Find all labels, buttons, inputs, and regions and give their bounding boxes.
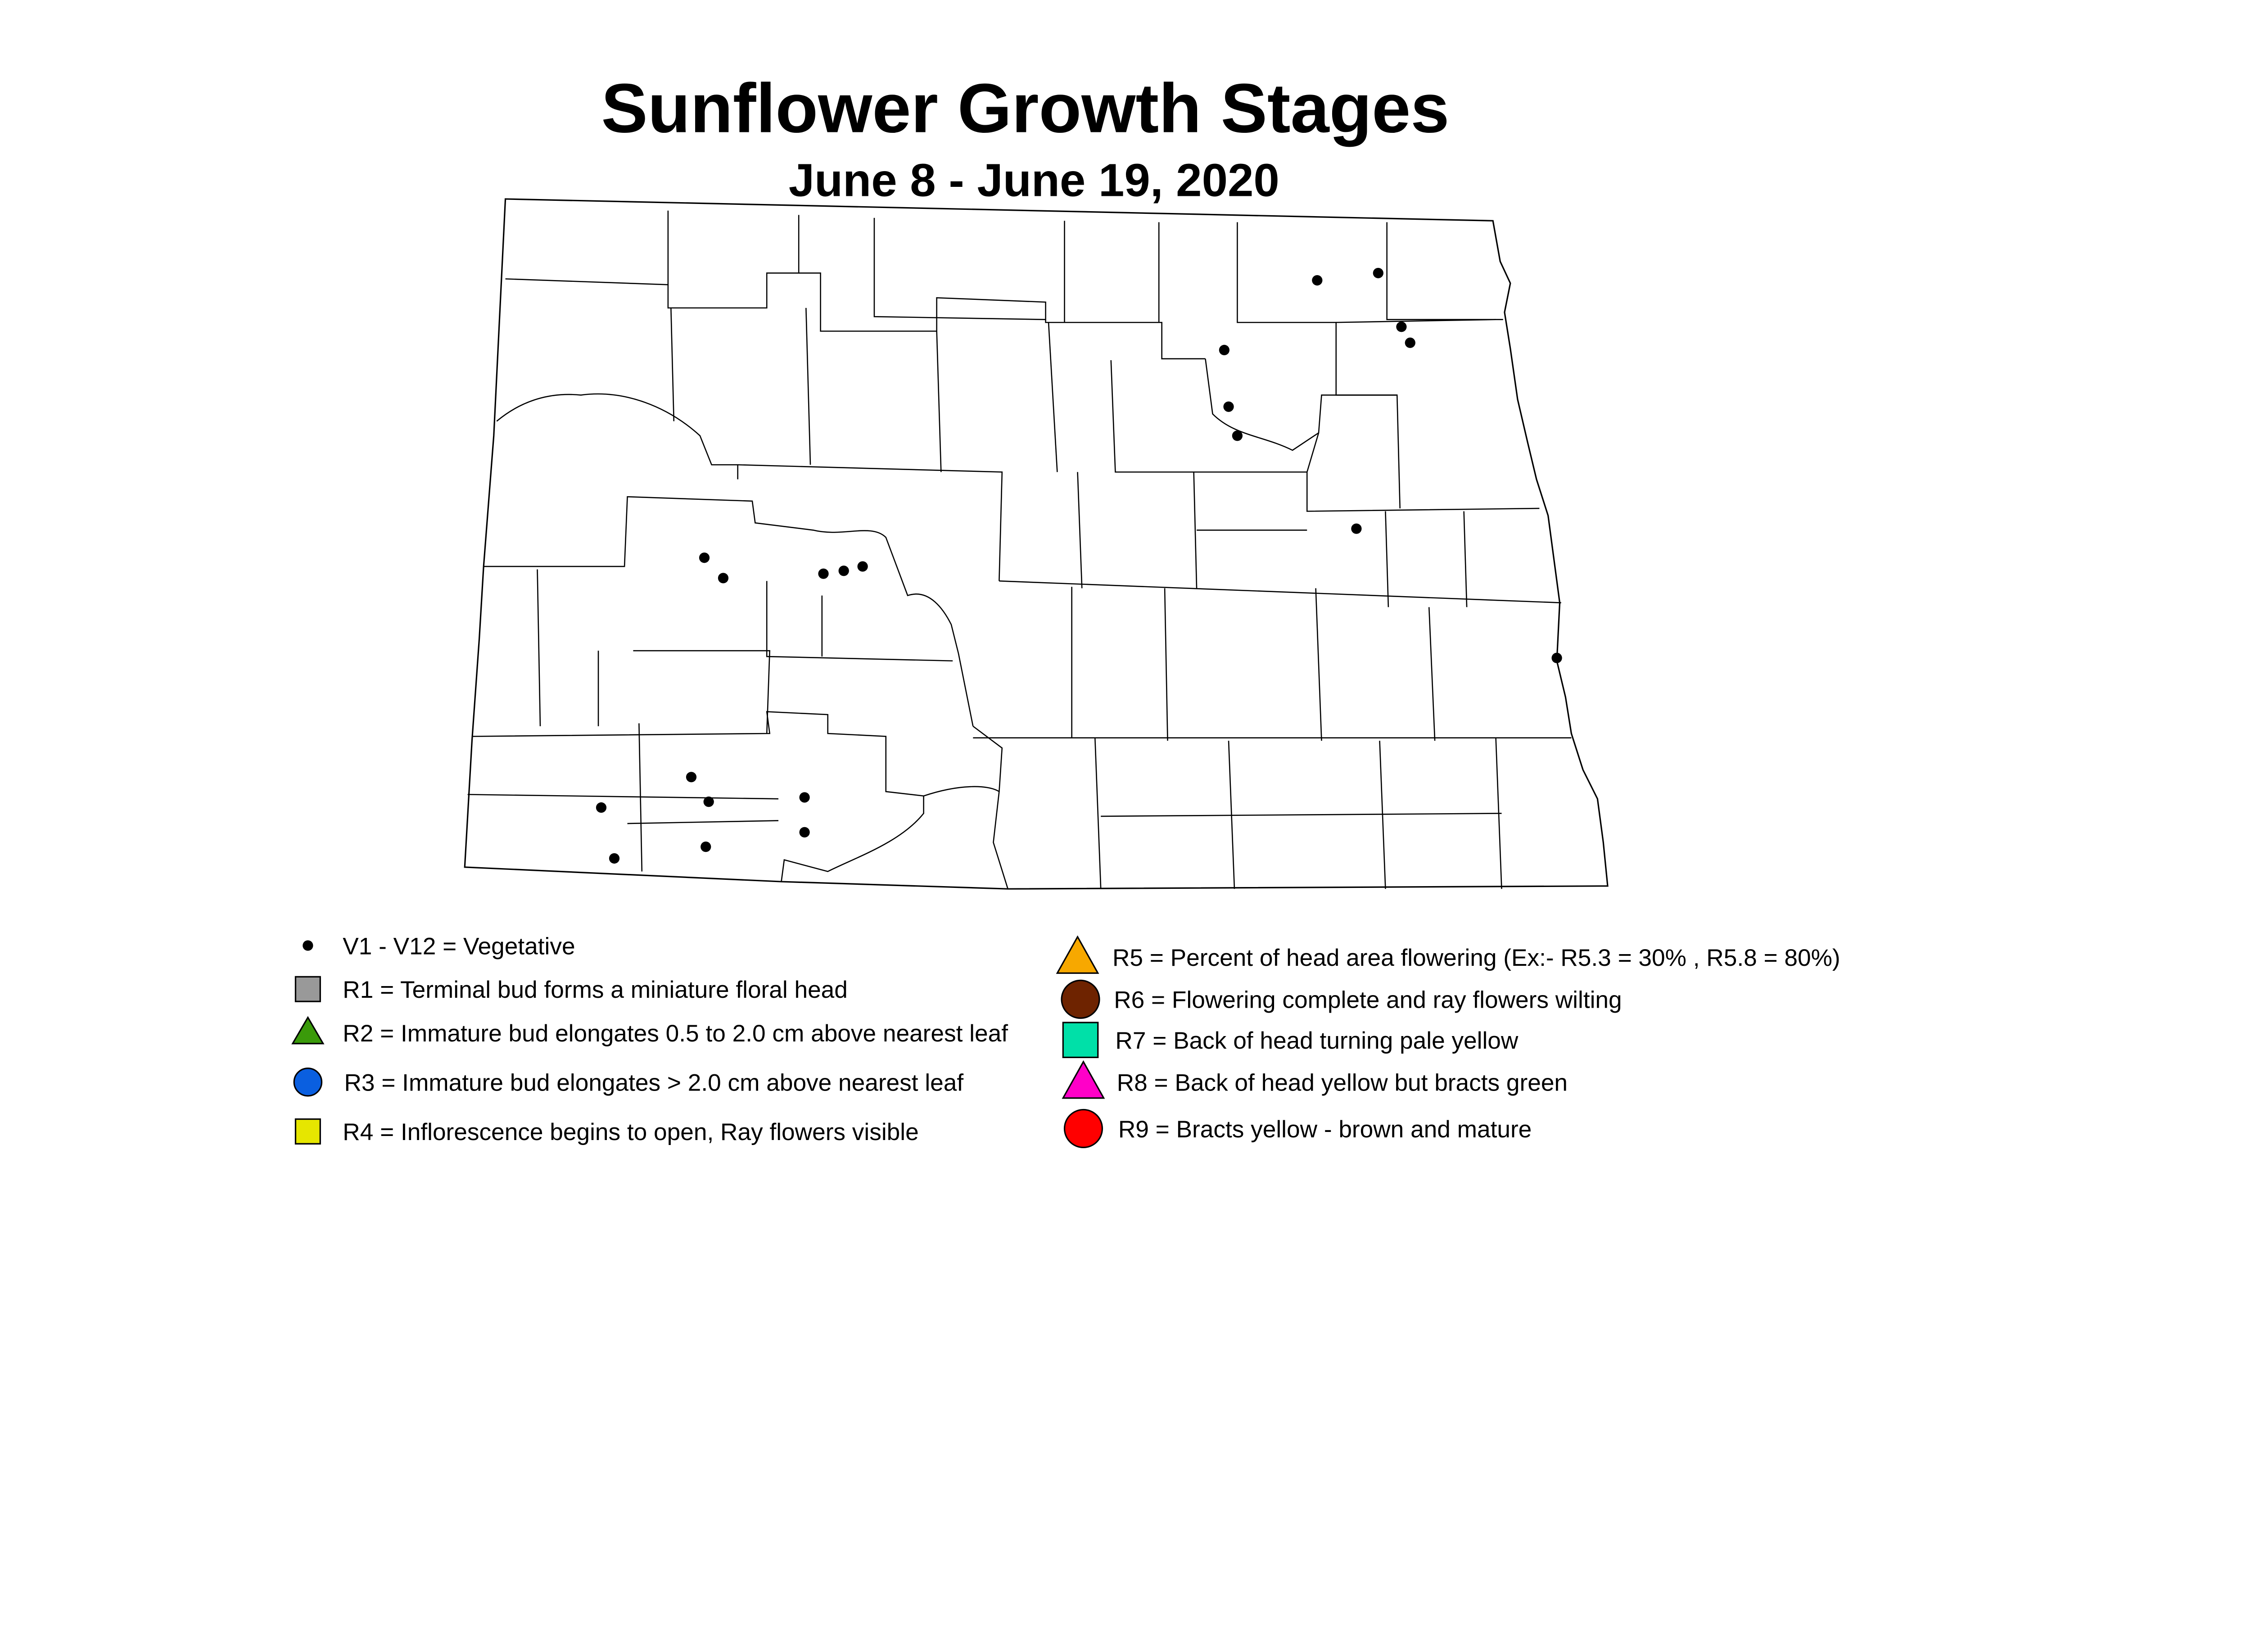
vegetative-point — [718, 573, 729, 584]
circle-icon — [1063, 1109, 1103, 1148]
state-outline — [464, 198, 1609, 890]
vegetative-point — [596, 802, 607, 813]
circle-icon — [293, 1067, 323, 1097]
vegetative-point — [1351, 523, 1362, 534]
vegetative-point — [1373, 267, 1383, 279]
vegetative-point — [609, 853, 620, 864]
county-lines — [467, 210, 1572, 889]
legend-label: R2 = Immature bud elongates 0.5 to 2.0 c… — [343, 1020, 1008, 1047]
legend-item: R9 = Bracts yellow - brown and mature — [1063, 1109, 1532, 1148]
legend-item: V1 - V12 = Vegetative — [303, 933, 575, 960]
vegetative-point — [799, 827, 810, 837]
legend-item: R5 = Percent of head area flowering (Ex:… — [1056, 935, 1840, 974]
legend-label: R4 = Inflorescence begins to open, Ray f… — [343, 1119, 918, 1145]
vegetative-point — [686, 772, 697, 783]
vegetative-point — [1312, 275, 1323, 286]
legend-label: R5 = Percent of head area flowering (Ex:… — [1112, 945, 1840, 971]
legend-item: R7 = Back of head turning pale yellow — [1062, 1022, 1519, 1058]
legend-label: R7 = Back of head turning pale yellow — [1115, 1027, 1518, 1054]
triangle-icon — [291, 1016, 325, 1045]
vegetative-point — [703, 797, 714, 807]
map-title: Sunflower Growth Stages — [601, 69, 1449, 147]
vegetative-point — [818, 568, 829, 579]
dot-icon — [303, 940, 313, 951]
vegetative-point — [1232, 430, 1243, 441]
vegetative-point — [838, 566, 849, 576]
legend-item: R8 = Back of head yellow but bracts gree… — [1062, 1060, 1568, 1099]
map-subtitle: June 8 - June 19, 2020 — [789, 154, 1279, 206]
legend-item: R2 = Immature bud elongates 0.5 to 2.0 c… — [291, 1016, 1008, 1047]
map-figure: Sunflower Growth Stages June 8 - June 19… — [291, 69, 1840, 1148]
triangle-icon — [1062, 1060, 1105, 1099]
north-dakota-map — [464, 198, 1609, 890]
square-icon — [1062, 1022, 1099, 1058]
legend-label: R3 = Immature bud elongates > 2.0 cm abo… — [344, 1070, 964, 1096]
triangle-icon — [1056, 935, 1099, 974]
square-icon — [294, 976, 321, 1002]
vegetative-point — [799, 792, 810, 803]
square-icon — [294, 1118, 321, 1145]
legend-label: V1 - V12 = Vegetative — [343, 933, 575, 960]
circle-icon — [1061, 979, 1100, 1019]
vegetative-point — [1405, 337, 1415, 348]
vegetative-point — [699, 552, 710, 563]
legend-label: R9 = Bracts yellow - brown and mature — [1118, 1116, 1532, 1143]
vegetative-point — [701, 842, 711, 852]
vegetative-point — [857, 561, 868, 572]
vegetative-point — [1551, 652, 1562, 663]
observation-points — [596, 267, 1562, 864]
legend-item: R3 = Immature bud elongates > 2.0 cm abo… — [293, 1067, 964, 1097]
vegetative-point — [1223, 401, 1234, 412]
legend-label: R8 = Back of head yellow but bracts gree… — [1117, 1070, 1568, 1096]
legend-item: R4 = Inflorescence begins to open, Ray f… — [294, 1118, 919, 1145]
legend-item: R1 = Terminal bud forms a miniature flor… — [294, 976, 848, 1003]
legend-label: R6 = Flowering complete and ray flowers … — [1114, 987, 1622, 1014]
vegetative-point — [1219, 344, 1229, 356]
legend-item: R6 = Flowering complete and ray flowers … — [1061, 979, 1622, 1019]
legend: V1 - V12 = Vegetative R1 = Terminal bud f… — [291, 933, 1840, 1148]
vegetative-point — [1396, 321, 1407, 332]
legend-label: R1 = Terminal bud forms a miniature flor… — [343, 977, 848, 1003]
